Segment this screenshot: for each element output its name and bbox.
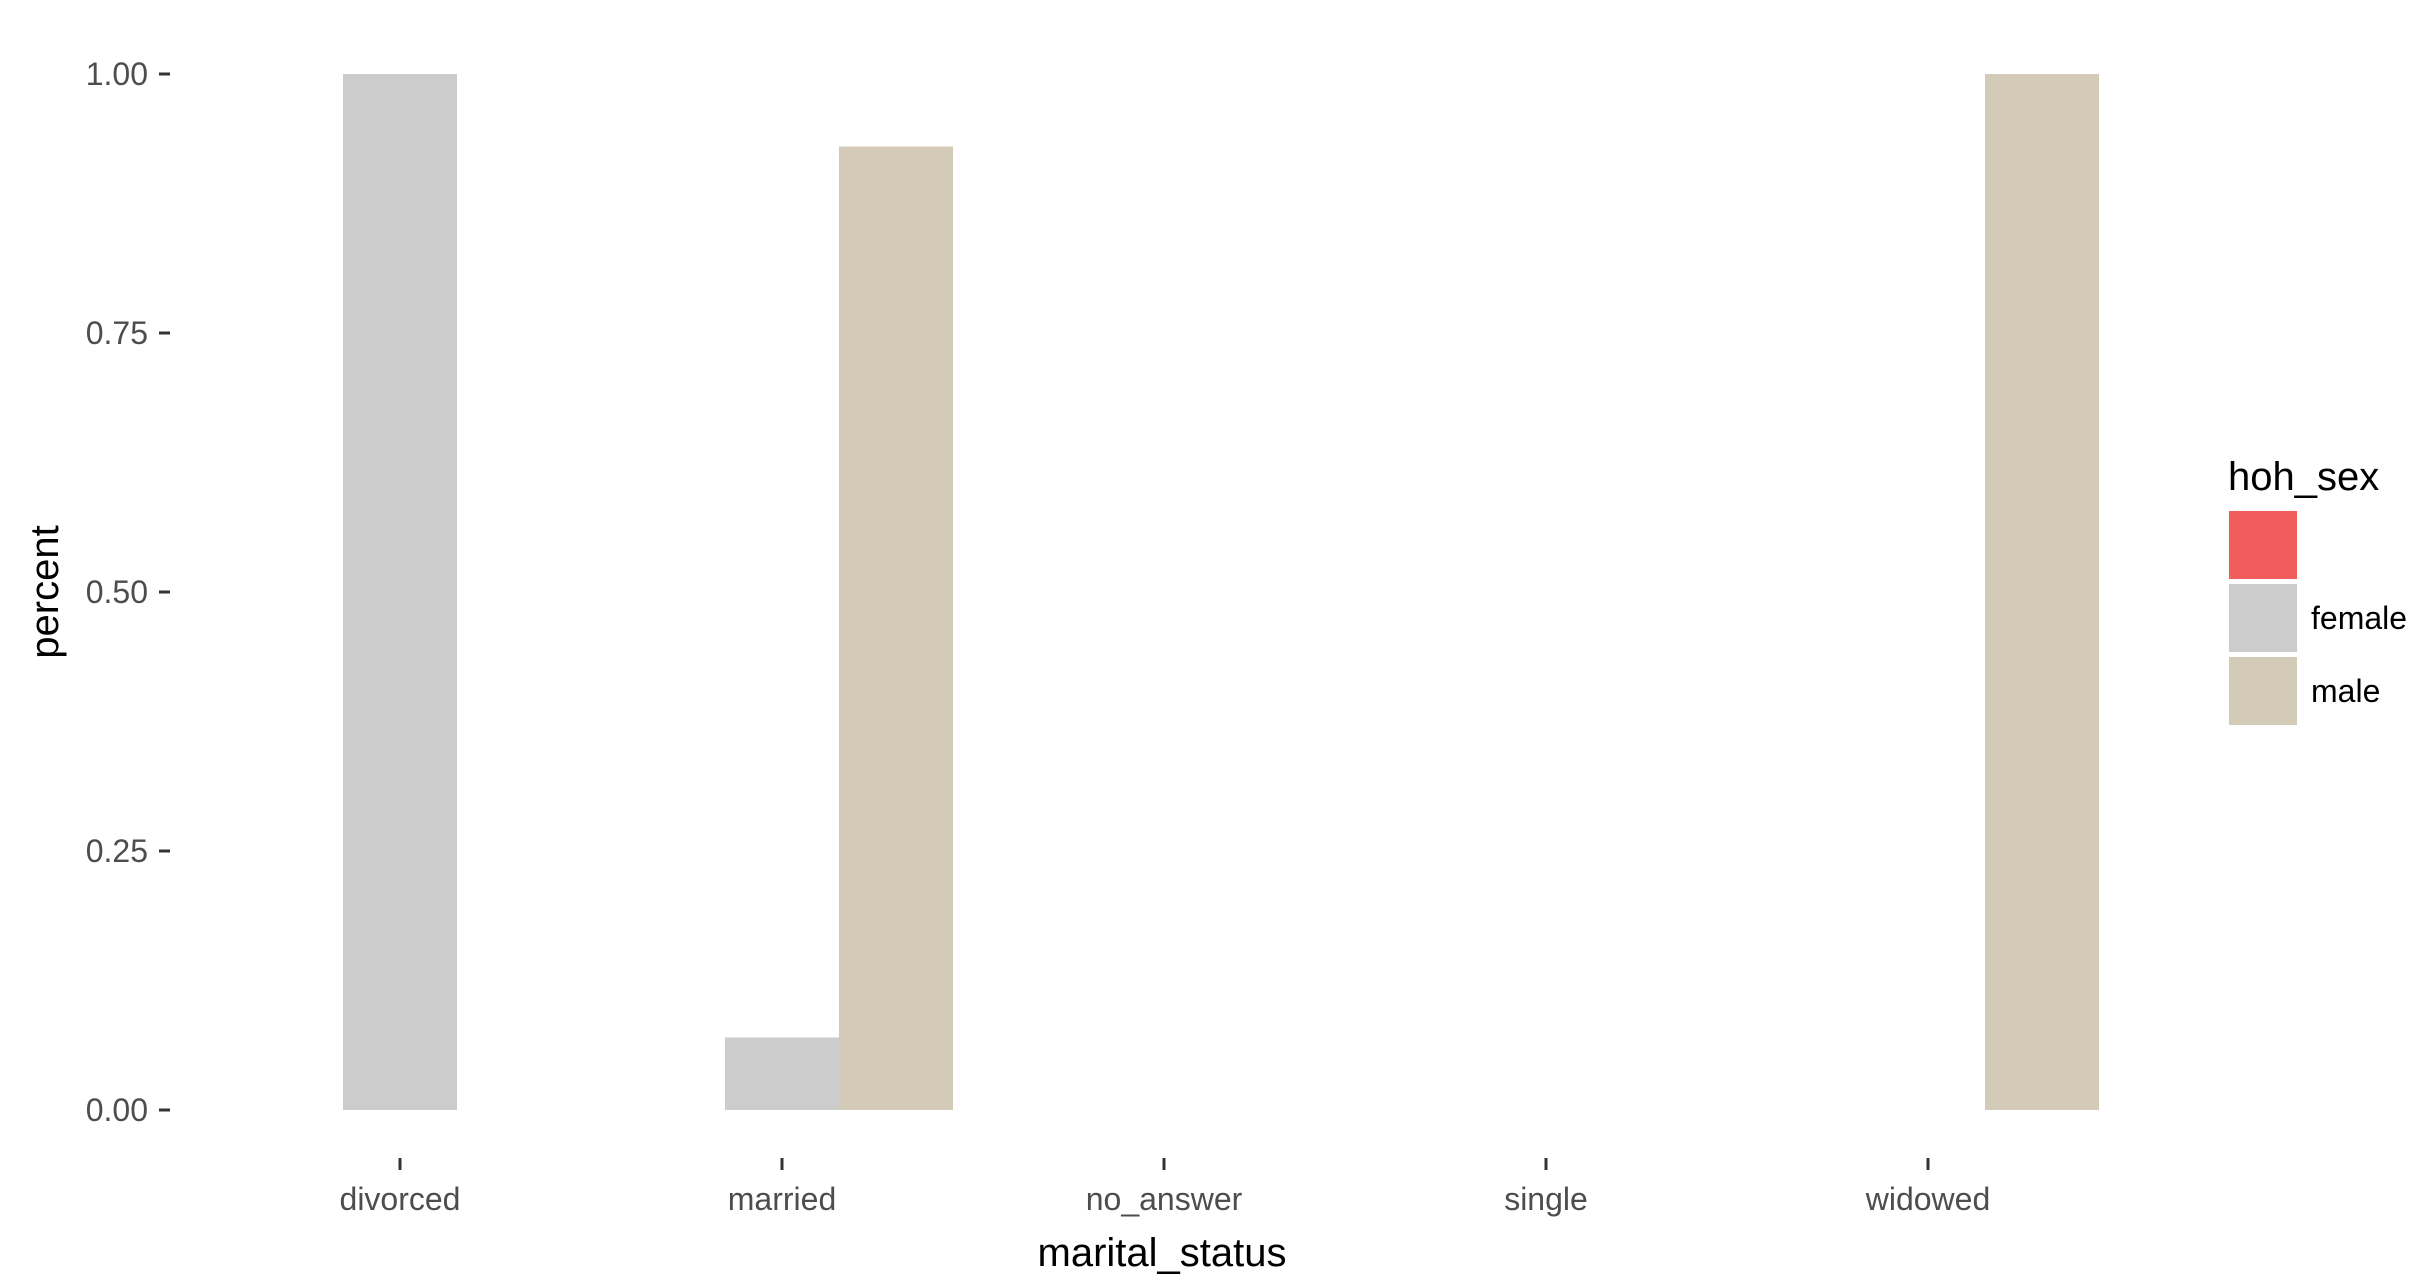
y-tick-label: 0.75: [86, 315, 148, 351]
legend-label: female: [2311, 600, 2407, 636]
x-tick-label: married: [728, 1181, 836, 1217]
x-axis: divorced married no_answer single widowed: [340, 1158, 1991, 1217]
bars-layer: [343, 74, 2099, 1110]
y-tick-label: 0.25: [86, 833, 148, 869]
y-tick-label: 1.00: [86, 56, 148, 92]
bar-female-married: [725, 1037, 839, 1110]
bar-male-widowed: [1985, 74, 2099, 1110]
bar-female-divorced: [343, 74, 457, 1110]
x-tick-label: divorced: [340, 1181, 461, 1217]
y-axis: 0.00 0.25 0.50 0.75 1.00: [86, 56, 170, 1128]
legend-title: hoh_sex: [2228, 455, 2379, 499]
legend-label: male: [2311, 673, 2380, 709]
y-axis-title: percent: [23, 525, 67, 658]
x-tick-label: single: [1504, 1181, 1588, 1217]
x-tick-label: no_answer: [1086, 1181, 1243, 1217]
legend-key-female: [2229, 584, 2297, 652]
x-tick-label: widowed: [1865, 1181, 1991, 1217]
legend-key-male: [2229, 657, 2297, 725]
legend: hoh_sex female male: [2228, 455, 2407, 725]
x-axis-title: marital_status: [1038, 1231, 1287, 1275]
bar-male-married: [839, 146, 953, 1110]
y-tick-label: 0.50: [86, 574, 148, 610]
legend-key-unnamed: [2229, 511, 2297, 579]
y-tick-label: 0.00: [86, 1092, 148, 1128]
